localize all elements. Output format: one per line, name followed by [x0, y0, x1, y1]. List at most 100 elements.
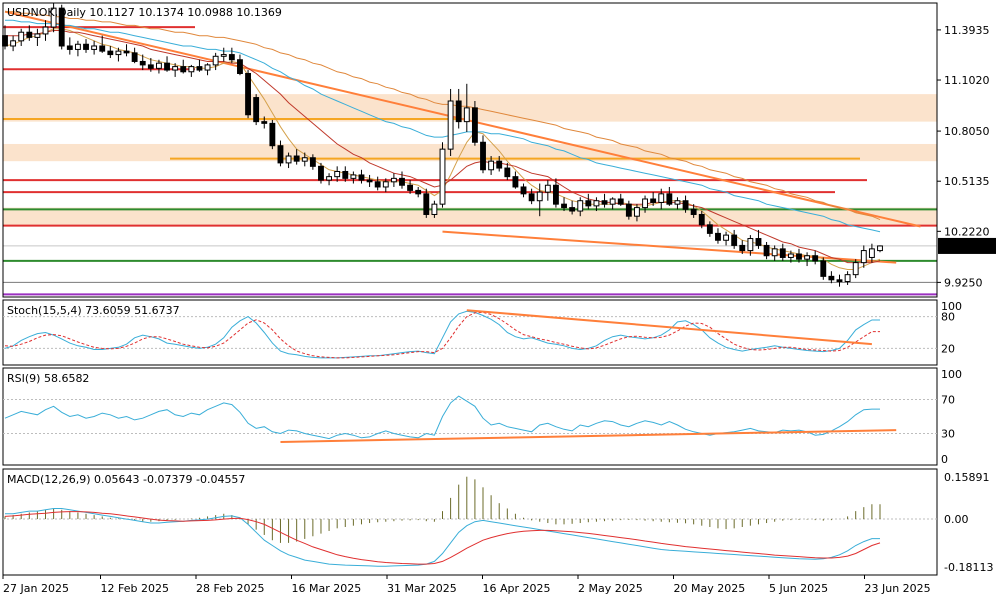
date-tick-label: 31 Mar 2025	[387, 582, 457, 595]
candle	[99, 35, 106, 53]
candle	[763, 241, 770, 260]
candle-body	[787, 253, 794, 258]
candle-body	[447, 100, 454, 150]
candle	[609, 197, 616, 210]
candle	[860, 245, 867, 268]
candle-body	[593, 200, 600, 207]
candle-body	[836, 279, 843, 283]
candle-body	[423, 193, 430, 215]
candle-body	[569, 207, 576, 212]
candle-body	[820, 260, 827, 277]
macd-signal-line	[4, 511, 881, 565]
candle-body	[91, 45, 98, 50]
zone-0	[3, 94, 937, 122]
candle	[131, 47, 138, 64]
candle-body	[277, 145, 284, 164]
candle-body	[196, 66, 203, 71]
candle	[658, 188, 665, 210]
candle	[26, 25, 33, 41]
candle	[34, 28, 41, 46]
candle	[220, 47, 227, 62]
candle	[463, 83, 470, 132]
candle	[771, 245, 778, 261]
candle-body	[625, 203, 632, 217]
candle	[585, 193, 592, 210]
rsi-level-label: 0	[941, 453, 948, 466]
candle	[147, 58, 154, 72]
candle-body	[156, 62, 162, 69]
candle	[228, 47, 235, 64]
stoch-trendline	[466, 309, 872, 346]
candle-body	[407, 184, 414, 191]
candle-body	[66, 45, 73, 50]
candle	[382, 178, 389, 193]
candle-body	[844, 274, 851, 283]
rsi-trendline	[280, 429, 897, 443]
candle	[690, 204, 697, 218]
candle-body	[739, 244, 746, 252]
candle	[804, 252, 811, 267]
candle-body	[309, 157, 316, 167]
date-tick-label: 16 Mar 2025	[292, 582, 362, 595]
candle-body	[131, 52, 138, 62]
price-tick-label: 10.2220	[944, 225, 990, 238]
candle	[172, 63, 179, 77]
candle	[471, 101, 478, 146]
candle	[544, 180, 551, 201]
candle-body	[747, 238, 754, 252]
date-tick-label: 23 Jun 2025	[865, 582, 931, 595]
current-price-box	[938, 237, 996, 254]
candle	[796, 248, 802, 263]
candle	[212, 52, 219, 71]
candle	[431, 200, 438, 218]
candle-body	[674, 200, 681, 205]
candle-body	[269, 122, 276, 147]
rsi-level-label: 70	[941, 394, 955, 407]
candle	[309, 154, 316, 170]
candle-body	[293, 155, 300, 162]
candle	[552, 178, 559, 208]
rsi-level-label: 100	[941, 368, 962, 381]
candle-body	[706, 224, 713, 234]
candle-body	[301, 157, 308, 162]
candle	[74, 40, 81, 57]
candle-body	[382, 181, 389, 188]
candle	[650, 192, 657, 206]
candle	[723, 231, 729, 246]
date-tick-label: 27 Jan 2025	[3, 582, 69, 595]
candle	[358, 169, 365, 184]
candle-body	[26, 31, 33, 38]
price-tick-label: 11.3935	[944, 24, 990, 37]
candle-body	[852, 262, 859, 276]
candle	[642, 195, 648, 213]
candle	[350, 171, 357, 184]
candle-body	[860, 250, 867, 264]
current-price-label: 10.1369	[944, 240, 990, 253]
candle-body	[512, 176, 519, 188]
candle-body	[366, 179, 373, 183]
candle	[715, 228, 721, 244]
candle	[334, 166, 341, 182]
candle-body	[172, 66, 179, 71]
candle	[739, 240, 746, 255]
candle-body	[374, 181, 381, 188]
zone-1	[3, 143, 937, 162]
candle-body	[528, 193, 535, 202]
candle	[868, 243, 875, 263]
candle-body	[488, 160, 495, 171]
candle-body	[18, 31, 25, 42]
candle	[253, 94, 260, 126]
date-tick-label: 12 Feb 2025	[101, 582, 169, 595]
candle	[237, 54, 243, 76]
candle-body	[399, 177, 405, 186]
candle	[269, 119, 276, 150]
candle	[455, 88, 462, 129]
candle-body	[552, 184, 559, 205]
candle-body	[147, 64, 154, 69]
rsi-level-label: 30	[941, 428, 955, 441]
candle-body	[617, 198, 624, 205]
pane-frame-1	[2, 299, 938, 366]
candle-body	[755, 238, 762, 246]
candle	[261, 116, 268, 129]
moving-average-2	[5, 19, 881, 233]
